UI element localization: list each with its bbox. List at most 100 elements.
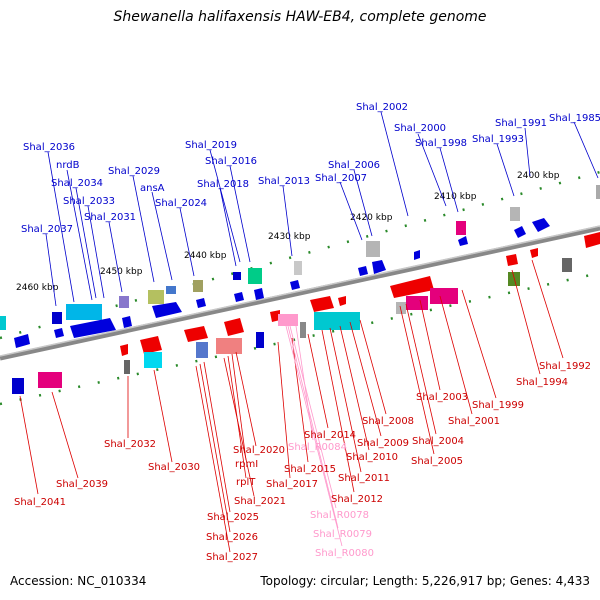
gene-label-shal-2004[interactable]: Shal_2004 (412, 436, 464, 447)
arrow (152, 302, 182, 318)
gene-label-shal-1993[interactable]: Shal_1993 (472, 134, 524, 145)
gene-label-shal-r0080[interactable]: Shal_R0080 (315, 548, 374, 559)
gene-label-shal-2024[interactable]: Shal_2024 (155, 198, 207, 209)
gene-label-shal-2036[interactable]: Shal_2036 (23, 142, 75, 153)
gene-label-shal-2033[interactable]: Shal_2033 (63, 196, 115, 207)
arrow (270, 310, 280, 322)
arrow (122, 316, 132, 328)
arrow (140, 336, 162, 354)
leader-line (439, 295, 473, 415)
gene-label-shal-1999[interactable]: Shal_1999 (472, 400, 524, 411)
leader-line (223, 357, 255, 497)
leader-line (19, 395, 39, 495)
gene-label-shal-r0084[interactable]: Shal_R0084 (288, 442, 347, 453)
gene-box (562, 258, 572, 272)
gene-label-shal-2018[interactable]: Shal_2018 (197, 179, 249, 190)
gene-label-shal-2026[interactable]: Shal_2026 (206, 532, 258, 543)
gene-label-shal-2020[interactable]: Shal_2020 (233, 445, 285, 456)
reverse-arrows (120, 232, 600, 356)
gene-label-shal-1998[interactable]: Shal_1998 (415, 138, 467, 149)
leader-line (289, 325, 337, 509)
bottom-leader-lines (19, 259, 564, 553)
gene-label-shal-2017[interactable]: Shal_2017 (266, 479, 318, 490)
arrow (254, 288, 264, 300)
gene-label-shal-2005[interactable]: Shal_2005 (411, 456, 463, 467)
gene-label-shal-2013[interactable]: Shal_2013 (258, 176, 310, 187)
arrow (372, 260, 386, 274)
gene-box (508, 272, 520, 286)
arrow (224, 318, 244, 336)
gene-label-ansa[interactable]: ansA (140, 183, 165, 194)
gene-label-shal-2025[interactable]: Shal_2025 (207, 512, 259, 523)
scale-label-2400: 2400 kbp (517, 171, 560, 181)
gene-label-rplt[interactable]: rplT (236, 477, 256, 488)
gene-box (510, 207, 520, 221)
gene-box (406, 296, 428, 310)
leader-line (321, 329, 355, 493)
gene-label-shal-2002[interactable]: Shal_2002 (356, 102, 408, 113)
gene-box (148, 290, 164, 304)
gene-box (300, 322, 306, 338)
leader-line (199, 363, 231, 533)
gene-label-shal-2003[interactable]: Shal_2003 (416, 392, 468, 403)
top-gene-labels: Shal_1985 Shal_1991 Shal_1993 Shal_1998 … (21, 102, 600, 235)
gene-label-shal-2034[interactable]: Shal_2034 (51, 178, 103, 189)
gene-label-shal-1985[interactable]: Shal_1985 (549, 113, 600, 124)
gene-label-shal-2011[interactable]: Shal_2011 (338, 473, 390, 484)
arrow (196, 298, 206, 308)
gene-box (294, 261, 302, 275)
gene-label-shal-2010[interactable]: Shal_2010 (346, 452, 398, 463)
gene-label-shal-r0078[interactable]: Shal_R0078 (310, 510, 369, 521)
gene-label-shal-2000[interactable]: Shal_2000 (394, 123, 446, 134)
arrow (532, 218, 550, 232)
leader-line (359, 319, 387, 415)
gene-label-shal-2039[interactable]: Shal_2039 (56, 479, 108, 490)
leader-line (339, 325, 370, 451)
gene-label-rpmi[interactable]: rpmI (235, 459, 258, 470)
gene-label-shal-1994[interactable]: Shal_1994 (516, 377, 568, 388)
leader-line (380, 111, 409, 217)
gene-label-nrdb[interactable]: nrdB (56, 160, 80, 171)
gene-label-shal-2009[interactable]: Shal_2009 (357, 438, 409, 449)
arrow (290, 280, 300, 290)
leader-line (231, 353, 247, 461)
gene-label-shal-2008[interactable]: Shal_2008 (362, 416, 414, 427)
gene-label-shal-2015[interactable]: Shal_2015 (284, 464, 336, 475)
gene-box (124, 360, 130, 374)
gene-label-shal-2041[interactable]: Shal_2041 (14, 497, 66, 508)
gene-label-shal-2016[interactable]: Shal_2016 (205, 156, 257, 167)
leader-line (339, 181, 363, 241)
leader-line (461, 289, 497, 399)
gene-label-shal-2031[interactable]: Shal_2031 (84, 212, 136, 223)
gene-box (278, 314, 298, 326)
map-title: Shewanella halifaxensis HAW-EB4, complet… (113, 9, 487, 25)
gene-label-shal-2007[interactable]: Shal_2007 (315, 173, 367, 184)
leader-line (75, 187, 97, 299)
gene-label-shal-2012[interactable]: Shal_2012 (331, 494, 383, 505)
backbone-axis-highlight (0, 225, 600, 357)
gene-label-shal-2001[interactable]: Shal_2001 (448, 416, 500, 427)
rna-leader-lines (285, 325, 343, 547)
scale-label-2450: 2450 kbp (100, 267, 143, 277)
leader-line (87, 205, 105, 299)
gene-label-shal-2032[interactable]: Shal_2032 (104, 439, 156, 450)
gene-label-shal-2027[interactable]: Shal_2027 (206, 552, 258, 563)
gene-label-shal-1992[interactable]: Shal_1992 (539, 361, 591, 372)
gene-label-shal-2019[interactable]: Shal_2019 (185, 140, 237, 151)
gene-label-shal-r0079[interactable]: Shal_R0079 (313, 529, 372, 540)
gene-label-shal-1991[interactable]: Shal_1991 (495, 118, 547, 129)
arrow (506, 254, 518, 266)
gene-label-shal-2030[interactable]: Shal_2030 (148, 462, 200, 473)
arrow (54, 328, 64, 338)
gene-label-shal-2037[interactable]: Shal_2037 (21, 224, 73, 235)
gene-box (366, 241, 380, 257)
leader-line (419, 299, 441, 391)
leader-line (179, 207, 195, 277)
gene-label-shal-2006[interactable]: Shal_2006 (328, 160, 380, 171)
leader-line (108, 221, 123, 293)
gene-label-shal-2029[interactable]: Shal_2029 (108, 166, 160, 177)
arrow (584, 232, 600, 248)
gene-label-shal-2014[interactable]: Shal_2014 (304, 430, 356, 441)
gene-label-shal-2021[interactable]: Shal_2021 (234, 496, 286, 507)
